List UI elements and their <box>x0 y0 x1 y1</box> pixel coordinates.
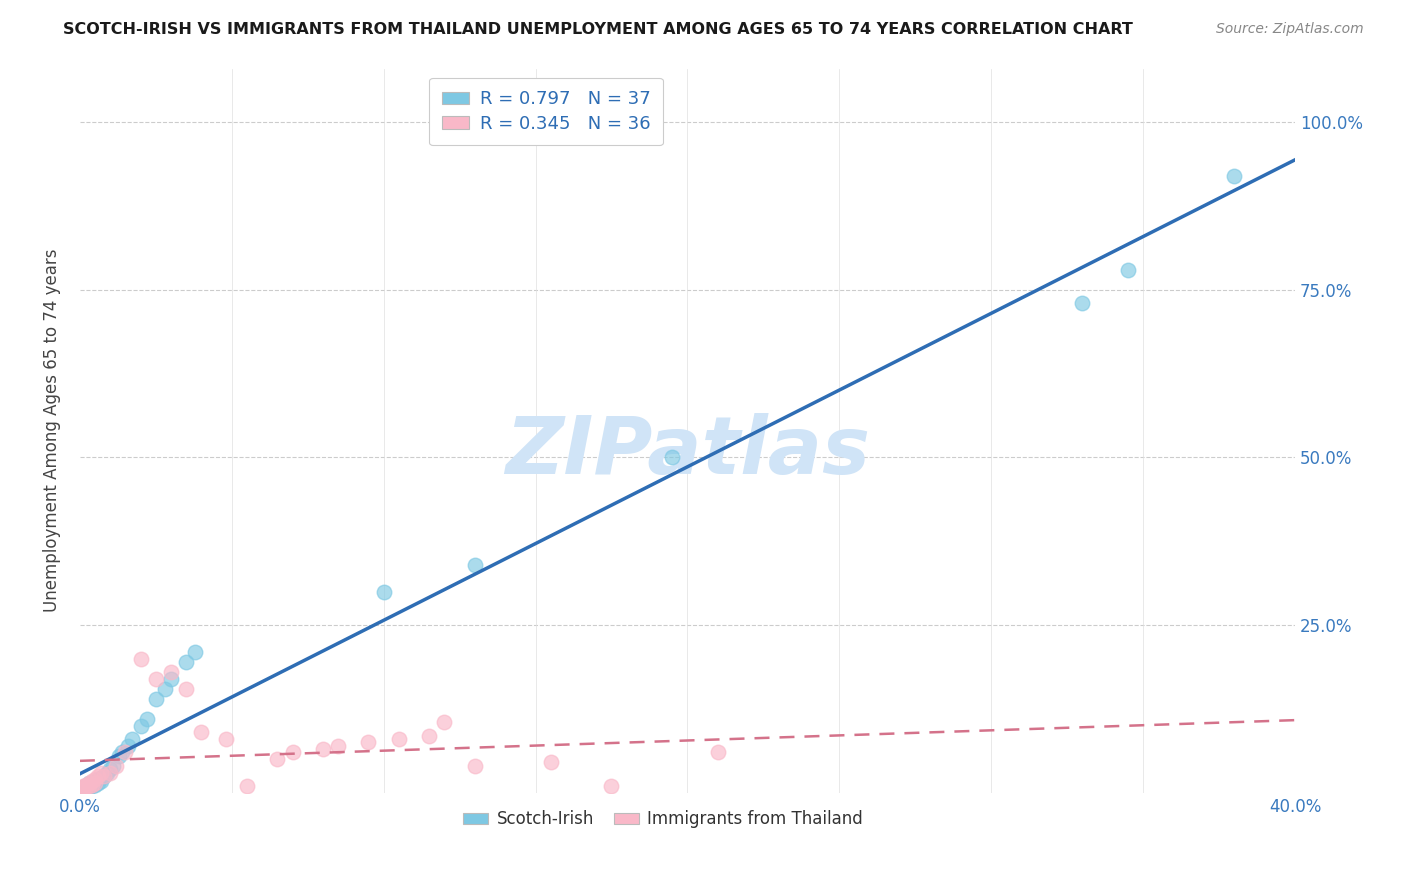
Legend: Scotch-Irish, Immigrants from Thailand: Scotch-Irish, Immigrants from Thailand <box>457 804 870 835</box>
Point <box>707 746 730 760</box>
Point <box>464 759 486 773</box>
Point <box>464 558 486 572</box>
Point <box>84 778 107 792</box>
Point <box>77 779 100 793</box>
Point <box>661 450 683 465</box>
Point <box>184 645 207 659</box>
Point <box>75 779 97 793</box>
Text: SCOTCH-IRISH VS IMMIGRANTS FROM THAILAND UNEMPLOYMENT AMONG AGES 65 TO 74 YEARS : SCOTCH-IRISH VS IMMIGRANTS FROM THAILAND… <box>63 22 1133 37</box>
Point <box>108 748 131 763</box>
Point <box>600 779 623 793</box>
Point <box>72 780 94 795</box>
Point <box>87 769 110 783</box>
Point <box>72 782 94 797</box>
Point <box>174 655 197 669</box>
Point <box>77 780 100 795</box>
Point <box>326 739 349 753</box>
Point <box>93 769 115 783</box>
Point <box>77 778 100 792</box>
Point <box>75 780 97 795</box>
Point <box>72 780 94 795</box>
Point <box>174 681 197 696</box>
Point <box>98 765 121 780</box>
Point <box>373 584 395 599</box>
Text: Source: ZipAtlas.com: Source: ZipAtlas.com <box>1216 22 1364 37</box>
Point <box>93 769 115 783</box>
Point <box>98 762 121 776</box>
Point <box>75 778 97 792</box>
Point <box>145 672 167 686</box>
Point <box>87 775 110 789</box>
Point <box>418 729 440 743</box>
Text: ZIPatlas: ZIPatlas <box>505 413 870 491</box>
Point <box>153 681 176 696</box>
Point <box>117 739 139 753</box>
Point <box>145 691 167 706</box>
Point <box>266 752 288 766</box>
Point <box>77 775 100 789</box>
Point <box>90 765 112 780</box>
Point <box>540 756 562 770</box>
Point <box>75 782 97 797</box>
Y-axis label: Unemployment Among Ages 65 to 74 years: Unemployment Among Ages 65 to 74 years <box>44 249 60 612</box>
Point <box>312 742 335 756</box>
Point <box>121 731 143 746</box>
Point <box>160 665 183 679</box>
Point <box>281 746 304 760</box>
Point <box>84 772 107 787</box>
Point <box>80 773 103 788</box>
Point <box>236 779 259 793</box>
Point <box>129 718 152 732</box>
Point <box>388 731 411 746</box>
Point <box>129 651 152 665</box>
Point <box>72 779 94 793</box>
Point <box>90 771 112 785</box>
Point <box>80 778 103 792</box>
Point <box>87 772 110 787</box>
Point <box>103 759 125 773</box>
Point <box>190 725 212 739</box>
Point <box>105 759 128 773</box>
Point <box>114 746 136 760</box>
Point <box>1116 262 1139 277</box>
Point <box>84 775 107 789</box>
Point <box>80 779 103 793</box>
Point <box>75 780 97 795</box>
Point <box>135 712 157 726</box>
Point <box>72 782 94 797</box>
Point <box>96 765 118 780</box>
Point <box>80 775 103 789</box>
Point <box>1071 296 1094 310</box>
Point <box>77 775 100 789</box>
Point <box>160 672 183 686</box>
Point <box>433 715 456 730</box>
Point <box>111 746 134 760</box>
Point <box>215 731 238 746</box>
Point <box>1223 169 1246 183</box>
Point <box>84 773 107 788</box>
Point <box>357 735 380 749</box>
Point <box>90 773 112 788</box>
